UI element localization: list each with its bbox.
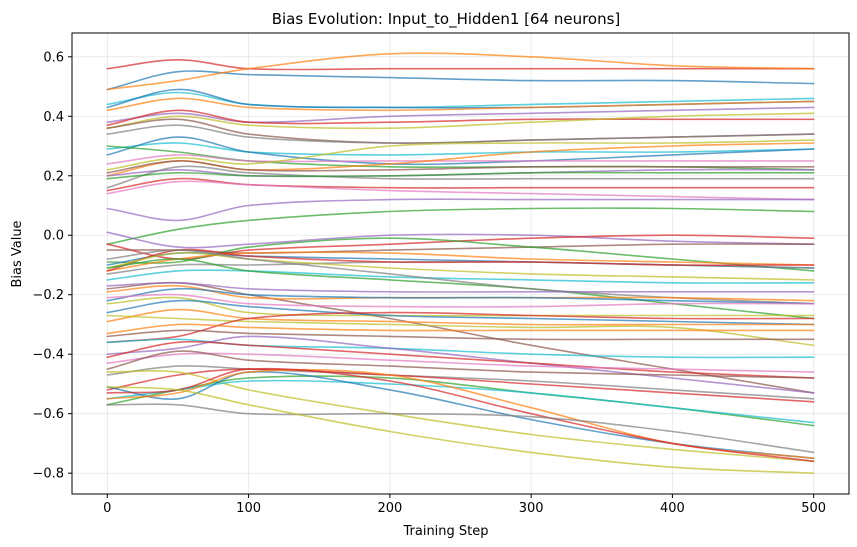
series-line-35 (106, 269, 815, 284)
series-line-31 (106, 251, 815, 272)
series-line-24 (106, 198, 815, 222)
y-tick-label: 0.4 (43, 110, 64, 125)
series-line-46 (106, 314, 815, 347)
series-line-7 (106, 106, 815, 124)
series-line-51 (106, 335, 815, 394)
series-line-26 (106, 231, 815, 249)
series-line-4 (106, 91, 815, 109)
x-tick-label: 0 (103, 501, 111, 516)
y-tick-label: 0.2 (43, 169, 64, 184)
series-line-3 (106, 52, 815, 91)
series-line-49 (106, 329, 815, 341)
series-line-15 (106, 154, 815, 165)
series-line-40 (106, 281, 815, 293)
series-line-44 (106, 299, 815, 326)
series-line-47 (106, 311, 815, 344)
y-tick-label: −0.2 (32, 288, 64, 303)
series-line-11 (106, 124, 815, 144)
series-lines (106, 52, 815, 474)
series-line-48 (106, 323, 815, 335)
series-line-13 (106, 136, 815, 166)
series-line-57 (106, 369, 815, 463)
x-tick-label: 100 (236, 501, 261, 516)
y-axis-ticks: −0.8 −0.6 −0.4 −0.2 0.0 0.2 0.4 0.6 (32, 50, 72, 482)
series-line-59 (106, 379, 815, 424)
series-line-6 (106, 97, 815, 112)
series-line-41 (106, 287, 815, 305)
series-line-36 (106, 258, 815, 320)
series-line-25 (106, 207, 815, 245)
series-line-23 (106, 180, 815, 201)
series-line-34 (106, 252, 815, 281)
series-line-54 (106, 350, 815, 379)
series-line-21 (106, 171, 815, 180)
series-line-2 (106, 70, 815, 91)
series-line-20 (106, 165, 815, 189)
series-line-9 (106, 112, 815, 130)
chart-title: Bias Evolution: Input_to_Hidden1 [64 neu… (272, 10, 621, 29)
y-tick-label: −0.8 (32, 467, 64, 482)
series-line-29 (106, 237, 815, 272)
x-tick-label: 500 (801, 501, 826, 516)
series-line-58 (106, 375, 815, 427)
x-tick-label: 300 (519, 501, 544, 516)
x-tick-label: 200 (377, 501, 402, 516)
series-line-50 (106, 338, 815, 359)
series-line-62 (106, 367, 815, 463)
series-line-64 (106, 386, 815, 474)
series-line-52 (106, 340, 815, 379)
x-axis-label: Training Step (402, 524, 488, 539)
y-tick-label: −0.4 (32, 348, 64, 363)
series-line-18 (106, 160, 815, 174)
series-line-42 (106, 293, 815, 308)
series-line-53 (106, 352, 815, 373)
grid (72, 33, 849, 494)
series-line-8 (106, 109, 815, 126)
series-line-12 (106, 142, 815, 156)
series-line-22 (106, 177, 815, 192)
series-line-16 (106, 139, 815, 171)
plot-frame (71, 32, 850, 495)
y-axis-label: Bias Value (10, 220, 25, 287)
x-axis-ticks: 0 100 200 300 400 500 (103, 494, 826, 516)
y-tick-label: −0.6 (32, 407, 64, 422)
x-tick-label: 400 (660, 501, 685, 516)
series-line-45 (106, 308, 815, 326)
series-line-63 (106, 403, 815, 454)
y-tick-label: 0.6 (43, 50, 64, 65)
series-line-1 (106, 59, 815, 71)
y-tick-label: 0.0 (43, 229, 64, 244)
